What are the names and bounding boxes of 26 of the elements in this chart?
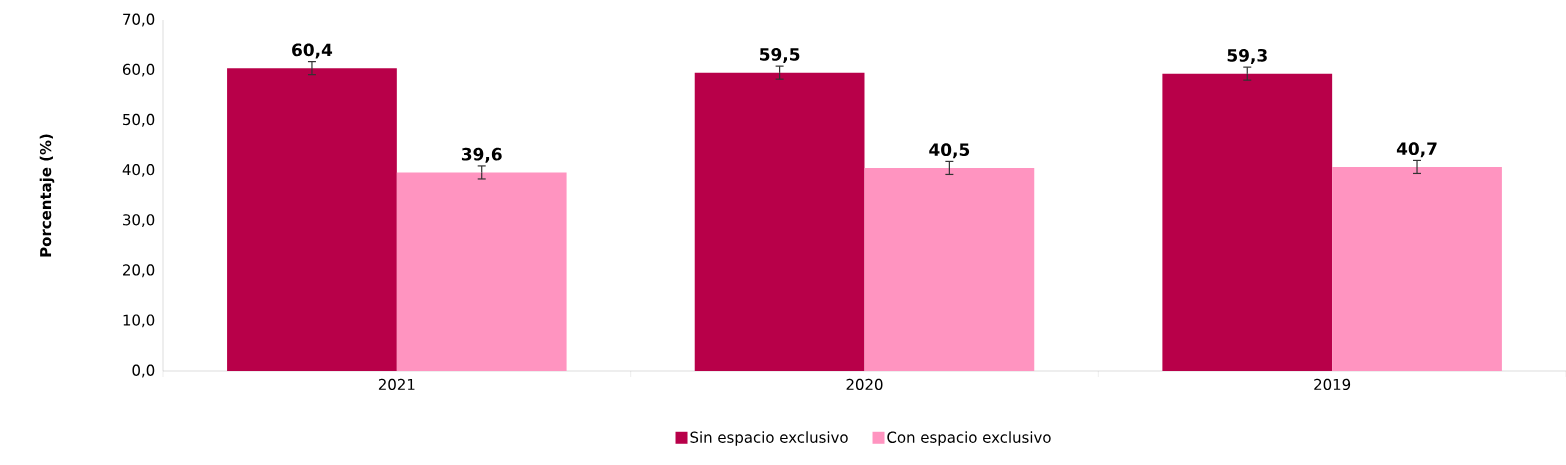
legend-label: Sin espacio exclusivo bbox=[690, 431, 848, 446]
y-tick-label: 0,0 bbox=[132, 364, 155, 378]
y-tick-label: 10,0 bbox=[123, 314, 155, 328]
y-tick-label: 60,0 bbox=[123, 63, 155, 77]
y-tick-label: 30,0 bbox=[123, 214, 155, 227]
data-label: 40,7 bbox=[1396, 142, 1437, 158]
bar bbox=[227, 68, 397, 371]
data-label: 60,4 bbox=[292, 43, 333, 59]
bar bbox=[1332, 166, 1502, 371]
bar bbox=[396, 172, 567, 371]
bar bbox=[864, 167, 1035, 371]
legend-label: Con espacio exclusivo bbox=[887, 431, 1051, 446]
data-label: 59,3 bbox=[1227, 48, 1267, 64]
y-tick-label: 50,0 bbox=[123, 113, 155, 127]
x-tick-label: 2020 bbox=[846, 378, 883, 391]
bar bbox=[694, 72, 865, 371]
x-tick-label: 2019 bbox=[1314, 378, 1351, 391]
y-axis-title: Porcentaje (%) bbox=[39, 134, 55, 257]
bar bbox=[1162, 73, 1333, 371]
y-tick-label: 70,0 bbox=[123, 13, 155, 27]
y-tick-label: 40,0 bbox=[122, 164, 155, 177]
data-label: 40,5 bbox=[929, 143, 970, 159]
y-tick-label: 20,0 bbox=[123, 264, 155, 278]
data-label: 59,5 bbox=[760, 47, 800, 63]
x-tick-label: 2021 bbox=[378, 378, 415, 391]
data-label: 39,6 bbox=[461, 147, 502, 163]
